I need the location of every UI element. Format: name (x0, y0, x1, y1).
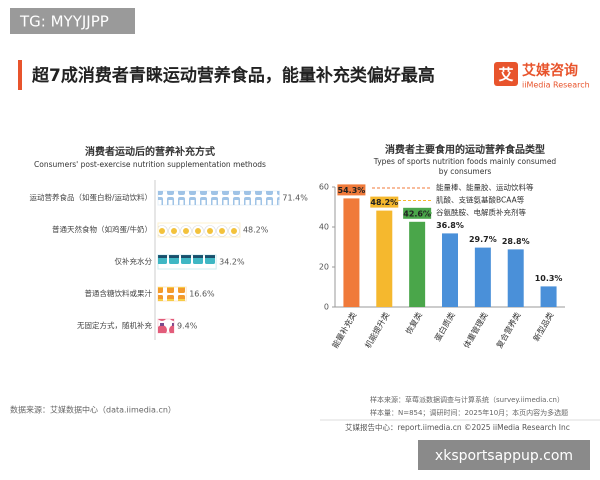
value-label: 16.6% (189, 290, 215, 299)
value-label: 54.3% (338, 186, 366, 195)
note: 样本量：N=854；调研时间：2025年10月；本页内容为多选题 (370, 408, 568, 417)
site: xksportsappup.com (435, 448, 573, 464)
x-tick-label: 新型品类 (531, 310, 556, 343)
watermark-bg (10, 8, 135, 34)
left-title: 消费者运动后的营养补充方式 (85, 145, 215, 158)
value-label: 48.2% (370, 198, 398, 207)
legend-text: 肌酸、支链氨基酸BCAA等 (436, 195, 525, 205)
legend-text: 谷氨酰胺、电解质补充剂等 (436, 207, 526, 217)
value-label: 48.2% (243, 226, 269, 235)
left-subtitle: Consumers' post-exercise nutrition suppl… (34, 160, 266, 169)
pictogram-bar (157, 222, 241, 238)
right-subtitle: Types of sports nutrition foods mainly c… (373, 157, 557, 166)
bar (409, 221, 426, 307)
y-tick-label: 20 (319, 263, 329, 272)
y-tick-label: 40 (319, 223, 329, 232)
label-box (370, 196, 399, 208)
pictogram-bar (157, 190, 280, 206)
value-label: 34.2% (219, 258, 245, 267)
note: 样本来源：草莓派数据调查与计算系统（survey.iimedia.cn） (370, 395, 564, 404)
bar (474, 247, 491, 307)
value-label: 28.8% (502, 237, 530, 246)
x-tick-label: 蛋白质类 (432, 310, 457, 343)
bar (507, 249, 524, 307)
logo-text: 艾 (498, 66, 513, 84)
category-label: 普通天然食物（如鸡蛋/牛奶） (52, 224, 152, 234)
title-accent (18, 60, 22, 90)
source: 数据来源：艾媒数据中心（data.iimedia.cn） (10, 405, 176, 415)
bar (376, 210, 393, 307)
value-label: 42.6% (403, 209, 431, 218)
category-label: 运动营养食品（如蛋白粉/运动饮料） (29, 192, 152, 202)
right-subtitle: by consumers (439, 167, 492, 176)
label-box (337, 184, 366, 196)
category-label: 普通含糖饮料或果汁 (85, 288, 153, 298)
x-tick-label: 体重管理类 (461, 310, 490, 350)
right-title: 消费者主要食用的运动营养食品类型 (385, 143, 545, 156)
value-label: 29.7% (469, 235, 497, 244)
legend-text: 能量棒、能量胶、运动饮料等 (436, 182, 534, 192)
category-label: 无固定方式，随机补充 (77, 320, 152, 330)
x-tick-label: 复合营养类 (494, 310, 523, 350)
pictogram-bar (157, 254, 217, 270)
x-tick-label: 恢复类 (403, 310, 424, 336)
bar (540, 286, 557, 307)
brand-name: 艾媒咨询 (522, 62, 578, 79)
x-tick-label: 能量补充类 (330, 310, 359, 350)
watermark: TG: MYYJJPP (19, 13, 109, 31)
logo (494, 62, 518, 86)
value-label: 36.8% (436, 221, 464, 230)
page-title: 超7成消费者青睐运动营养食品，能量补充类偏好最高 (32, 65, 435, 86)
pictogram-bar (157, 318, 175, 334)
value-label: 10.3% (535, 274, 563, 283)
pictogram-bar (157, 286, 187, 302)
value-label: 9.4% (177, 322, 198, 331)
site-bg (418, 440, 590, 470)
label-box (403, 207, 432, 219)
bar (442, 233, 458, 307)
y-tick-label: 60 (319, 183, 329, 192)
bar (343, 198, 360, 307)
x-tick-label: 机能提升类 (363, 310, 392, 350)
brand-en: iiMedia Research (522, 81, 590, 90)
value-label: 71.4% (282, 194, 308, 203)
y-tick-label: 0 (324, 303, 329, 312)
category-label: 仅补充水分 (115, 256, 153, 266)
footer: 艾媒报告中心：report.iimedia.cn ©2025 iiMedia R… (345, 422, 570, 432)
